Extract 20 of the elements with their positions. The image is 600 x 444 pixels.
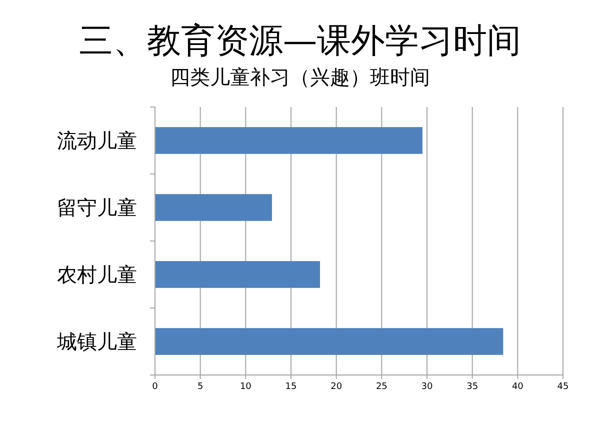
x-tick-label: 35 [466, 382, 478, 392]
x-tick-label: 15 [285, 382, 297, 392]
x-tick-label: 10 [240, 382, 252, 392]
bar [155, 194, 272, 221]
x-tick-label: 0 [152, 382, 158, 392]
x-tick-label: 5 [197, 382, 204, 392]
chart-subtitle: 四类儿童补习（兴趣）班时间 [170, 65, 430, 89]
x-tick-label: 45 [557, 382, 569, 392]
bar [155, 328, 504, 355]
y-tick-label: 流动儿童 [57, 128, 137, 152]
x-tick-label: 25 [376, 382, 388, 392]
x-tick-label: 30 [421, 382, 433, 392]
chart-title: 三、教育资源—课外学习时间 [79, 21, 521, 61]
bar [155, 127, 422, 154]
x-tick-label: 20 [330, 382, 342, 392]
y-tick-label: 城镇儿童 [56, 330, 137, 354]
y-tick-label: 农村儿童 [57, 262, 137, 286]
y-tick-label: 留守儿童 [57, 196, 137, 220]
bar [155, 261, 320, 288]
x-tick-label: 40 [512, 382, 524, 392]
